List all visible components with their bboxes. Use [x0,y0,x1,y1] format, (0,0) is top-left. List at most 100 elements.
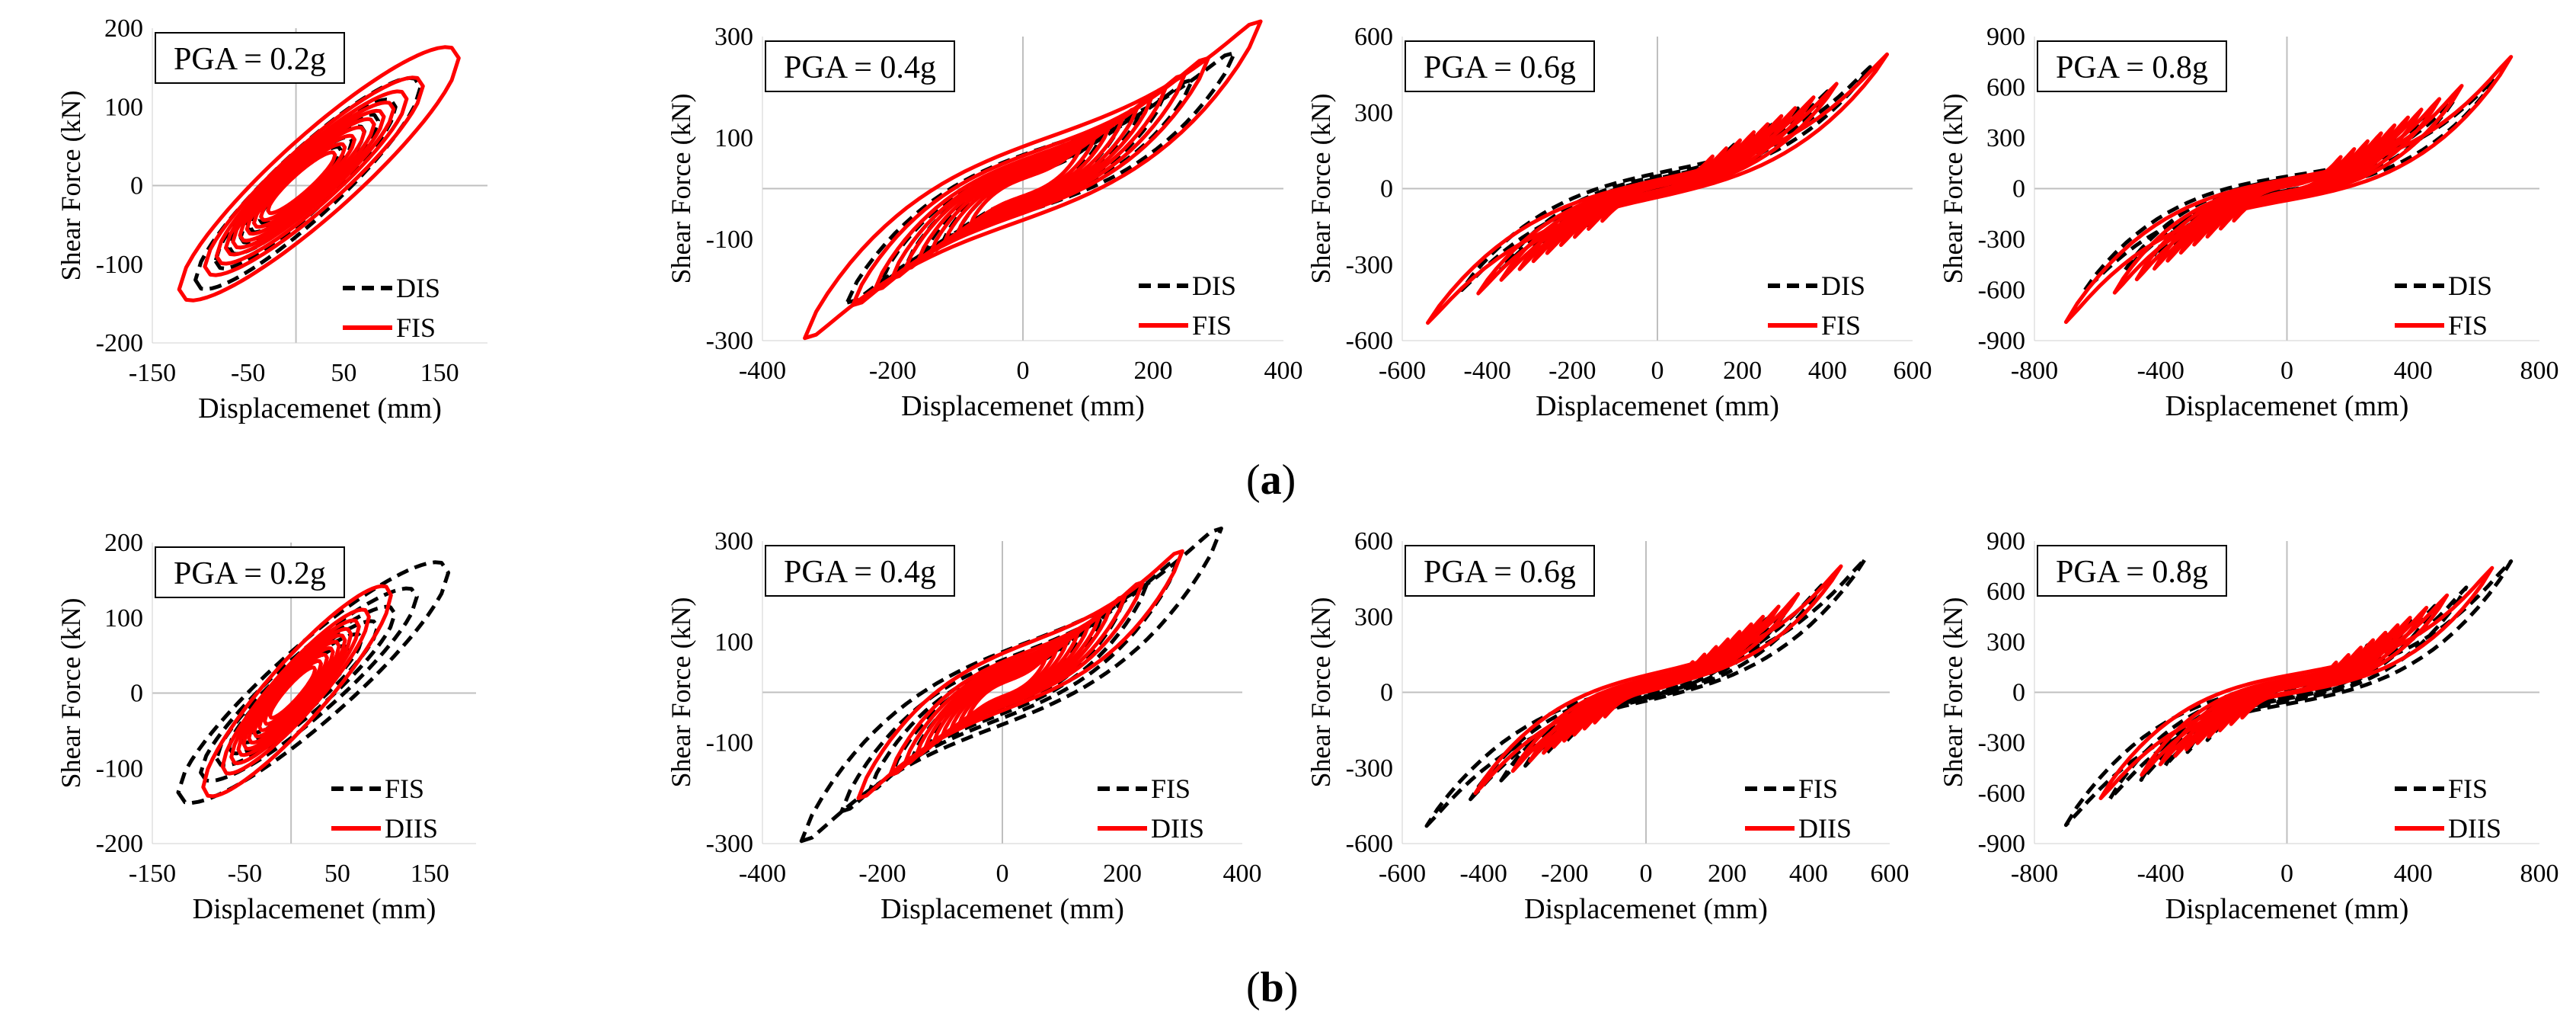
y-tick-label: 900 [1986,23,2025,51]
pga-title-frame [1405,545,1595,597]
series-line-fis-loop-2 [214,89,409,266]
legend: DIS FIS [1139,271,1236,341]
series-diis [856,549,1184,800]
x-tick-label: 400 [1789,860,1828,888]
x-tick-label: 0 [996,860,1009,888]
series-line-diis-loop-9 [1603,660,1695,719]
series-line-fis-loop-3 [224,101,396,257]
x-tick-label: -150 [129,860,176,888]
pga-title: PGA = 0.4g [784,50,936,85]
x-tick-label: -400 [739,357,786,385]
series-line-fis-loop-5 [238,117,376,243]
x-axis-title: Displacemenet (mm) [901,390,1145,422]
series-line-fis-loop-4 [231,108,386,250]
series-line-diis-loop-2 [229,618,361,766]
x-tick-label: 400 [1808,357,1847,385]
x-tick-label: 400 [1223,860,1262,888]
y-tick-label: 0 [1380,679,1393,707]
x-tick-label: 0 [2280,357,2293,385]
y-tick-label: 600 [1354,527,1393,556]
x-tick-label: 800 [2520,357,2559,385]
pga-title-box: PGA = 0.8g [2037,545,2227,597]
pga-title-frame [2037,40,2227,92]
legend-label-fis: FIS [1151,773,1191,804]
y-tick-label: 600 [1986,74,2025,102]
x-tick-label: 200 [1134,357,1173,385]
series-diis [201,584,393,799]
series-fis [177,45,461,303]
pga-title-frame [155,546,345,598]
pga-title: PGA = 0.6g [1424,50,1576,85]
pga-title: PGA = 0.8g [2056,555,2208,590]
y-tick-label: -600 [1346,830,1393,858]
chart-panel-a4: -900 -600 -300 0 300 600 900 -800 -400 0 400 800 Dis… [1938,23,2559,422]
series-fis [803,19,1263,341]
pga-title: PGA = 0.2g [174,556,326,591]
y-tick-label: -100 [706,226,753,254]
series-line-diis-loop-0 [201,584,393,799]
series-line-diis-loop-9 [966,656,1048,720]
x-tick-label: 50 [331,359,356,387]
legend-label-fis: FIS [396,312,436,343]
legend-label-fis: FIS [385,773,424,804]
series-diis [1473,564,1843,796]
series-line-fis-loop-7 [251,133,356,229]
chart-panel-a2: -300 -100 100 300 -400 -200 0 200 400 Displacemen… [666,19,1303,422]
x-tick-label: -200 [1541,860,1588,888]
y-tick-label: 300 [1986,628,2025,656]
x-tick-label: -400 [739,860,786,888]
series-line-fis-loop-0 [177,45,461,303]
y-tick-label: 300 [714,527,753,556]
series-diis [2098,565,2495,800]
y-tick-label: 300 [1986,124,2025,152]
y-tick-label: 900 [1986,527,2025,556]
y-tick-label: -900 [1978,327,2025,355]
y-axis-title: Shear Force (kN) [1306,94,1336,284]
x-tick-label: 0 [1017,357,1030,385]
x-tick-label: -800 [2011,860,2058,888]
y-tick-label: 100 [104,93,143,121]
legend-label-diis: DIIS [385,813,438,844]
legend: DIS FIS [1768,271,1865,341]
series-line-fis-loop-0 [799,527,1223,844]
x-tick-label: -400 [2137,860,2184,888]
chart-panel-b2: -300 -100 100 300 -400 -200 0 200 400 Displacemen… [666,527,1262,925]
x-axis-title: Displacemenet (mm) [2165,390,2409,422]
x-tick-label: 0 [1640,860,1653,888]
series-line-fis-loop-2 [872,72,1187,293]
x-tick-label: -50 [231,359,265,387]
pga-title-box: PGA = 0.6g [1405,40,1595,92]
series-line-dis-loop-0 [193,75,423,291]
series-line-fis-loop-1 [203,75,425,277]
x-tick-label: 150 [411,860,449,888]
y-axis-title: Shear Force (kN) [56,91,86,281]
y-tick-label: 300 [714,23,753,51]
y-tick-label: -100 [96,251,143,279]
chart-panel-a1: -200 -100 0 100 200 -150 -50 50 150 Displacemenet… [56,14,487,424]
y-tick-label: 200 [104,529,143,557]
legend-label-dis: DIS [1821,271,1865,301]
x-tick-label: -150 [129,359,176,387]
y-tick-label: 100 [714,124,753,152]
pga-title: PGA = 0.4g [784,555,936,590]
pga-title-box: PGA = 0.6g [1405,545,1595,597]
pga-title-frame [765,545,955,597]
legend-label-fis: FIS [1192,310,1232,341]
series-line-fis-loop-9 [1600,154,1715,223]
legend-label-fis: FIS [2448,310,2488,341]
series-line-fis-loop-9 [266,150,337,216]
y-tick-label: 0 [130,680,143,708]
series-line-fis-loop-1 [199,586,419,783]
y-tick-label: 300 [1354,99,1393,127]
x-tick-label: -600 [1379,357,1426,385]
y-tick-label: -600 [1978,277,2025,305]
x-tick-label: 600 [1871,860,1910,888]
y-axis-title: Shear Force (kN) [1306,597,1336,788]
x-tick-label: -800 [2011,357,2058,385]
y-tick-label: -200 [96,830,143,858]
y-tick-label: -300 [1978,226,2025,254]
y-tick-label: -300 [706,327,753,355]
x-tick-label: -200 [858,860,906,888]
legend-label-dis: DIS [1192,271,1236,301]
